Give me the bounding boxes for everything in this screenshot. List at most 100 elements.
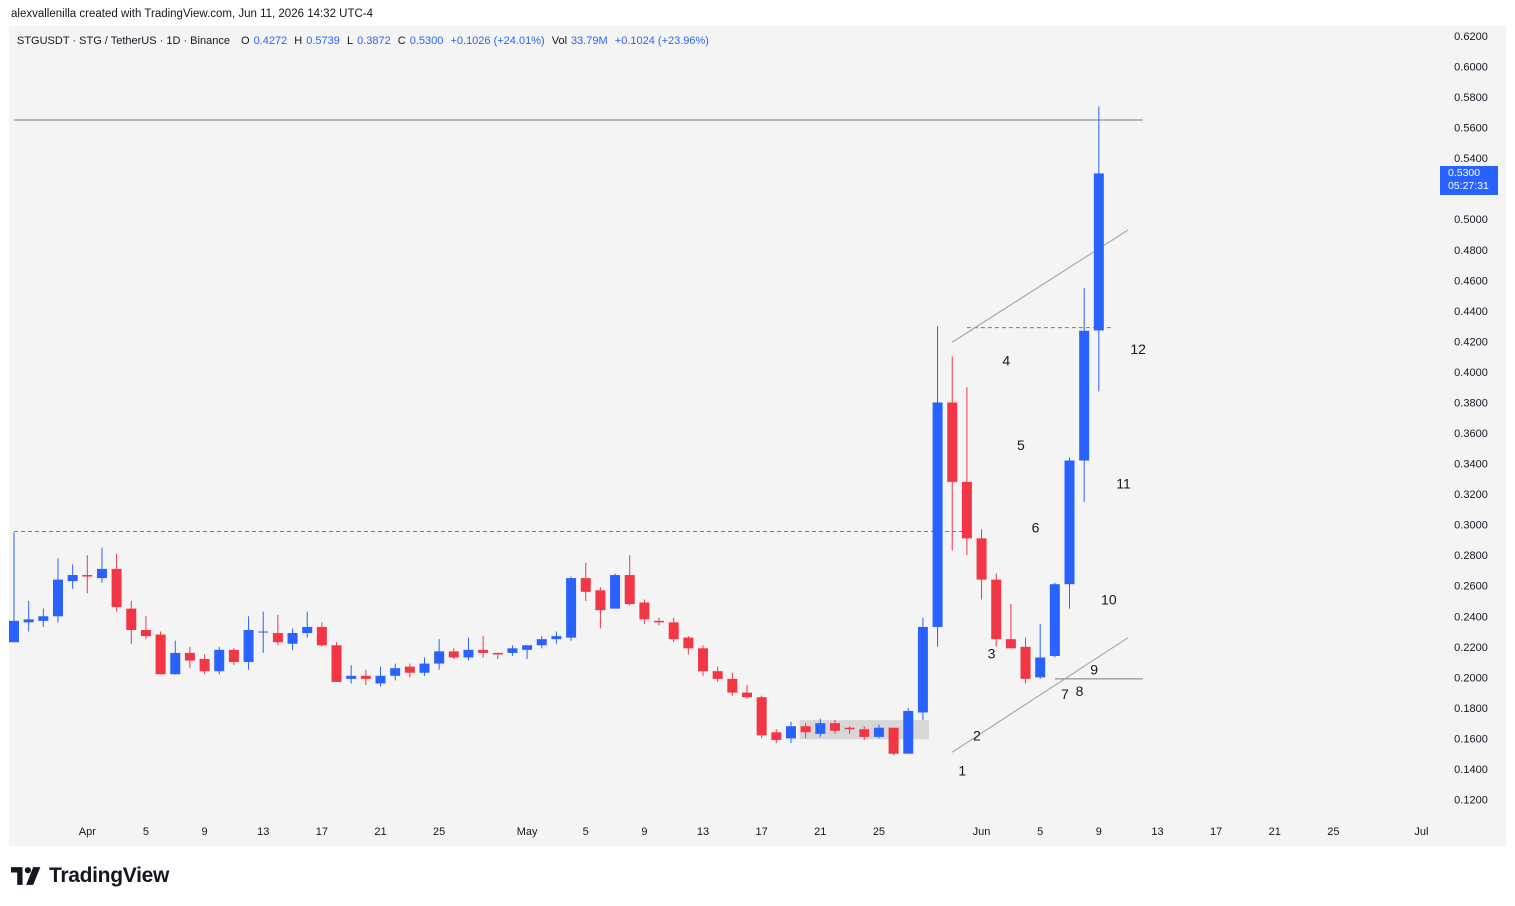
bearish-candle[interactable] (961, 387, 972, 556)
bullish-candle[interactable] (258, 611, 269, 653)
bullish-candle[interactable] (932, 326, 943, 647)
candle-body (170, 652, 181, 675)
bearish-candle[interactable] (859, 726, 870, 740)
bullish-candle[interactable] (566, 576, 577, 641)
bearish-candle[interactable] (184, 646, 195, 669)
candle-body (932, 402, 943, 627)
bullish-candle[interactable] (551, 631, 562, 644)
bullish-candle[interactable] (1049, 582, 1060, 658)
bullish-candle[interactable] (214, 646, 225, 675)
bearish-candle[interactable] (639, 599, 650, 624)
chart-area[interactable]: 1 2 3 4 5 6 7 8 9 10 11 12 0.6200 0.6000 0.5800 0.5600… (9, 26, 1506, 846)
bearish-candle[interactable] (82, 555, 93, 594)
bearish-candle[interactable] (624, 555, 635, 606)
bearish-candle[interactable] (360, 669, 371, 685)
candle-body (771, 732, 782, 740)
bullish-candle[interactable] (815, 718, 826, 737)
bullish-candle[interactable] (390, 663, 401, 681)
last-price-value: 0.5300 (1448, 167, 1481, 179)
bullish-candle[interactable] (1093, 106, 1104, 392)
bearish-candle[interactable] (140, 616, 151, 640)
bearish-candle[interactable] (111, 553, 122, 612)
bearish-candle[interactable] (492, 652, 503, 660)
bearish-candle[interactable] (1005, 604, 1016, 649)
bullish-candle[interactable] (375, 666, 386, 687)
bullish-candle[interactable] (96, 547, 107, 583)
bullish-candle[interactable] (23, 600, 34, 632)
bullish-candle[interactable] (1035, 623, 1046, 679)
bearish-candle[interactable] (155, 631, 166, 675)
bullish-candle[interactable] (38, 608, 49, 627)
bearish-candle[interactable] (272, 614, 283, 646)
bearish-candle[interactable] (698, 645, 709, 676)
bearish-candle[interactable] (712, 666, 723, 682)
bullish-candle[interactable] (536, 636, 547, 649)
candle-body (1035, 657, 1046, 678)
bearish-candle[interactable] (756, 695, 767, 739)
tradingview-logo[interactable]: TradingView (11, 864, 169, 888)
bullish-candle[interactable] (1079, 287, 1090, 502)
candle-body (272, 633, 283, 643)
bullish-candle[interactable] (434, 639, 445, 670)
symbol-legend[interactable]: STGUSDT · STG / TetherUS · 1D · Binance … (17, 35, 713, 47)
bearish-candle[interactable] (126, 600, 137, 644)
bullish-candle[interactable] (903, 707, 914, 754)
bullish-candle[interactable] (463, 637, 474, 661)
bearish-candle[interactable] (888, 727, 899, 756)
bearish-candle[interactable] (742, 684, 752, 699)
x-axis-tick-label: Jun (973, 826, 991, 838)
bullish-candle[interactable] (917, 617, 928, 721)
bearish-candle[interactable] (800, 723, 811, 739)
trend-line[interactable] (951, 637, 1129, 753)
candle-body (756, 697, 767, 736)
candle-body (287, 633, 298, 644)
bearish-candle[interactable] (991, 573, 1002, 647)
x-axis-tick-label: 13 (257, 826, 269, 838)
bearish-candle[interactable] (580, 562, 591, 601)
bearish-candle[interactable] (404, 663, 415, 678)
bearish-candle[interactable] (829, 720, 840, 734)
bearish-candle[interactable] (771, 729, 782, 744)
bullish-candle[interactable] (610, 573, 621, 609)
bearish-candle[interactable] (844, 726, 855, 734)
candle-body (243, 630, 254, 663)
bullish-candle[interactable] (9, 532, 19, 643)
bullish-candle[interactable] (785, 721, 796, 744)
bullish-candle[interactable] (302, 611, 313, 638)
symbol-title[interactable]: STGUSDT · STG / TetherUS · 1D · Binance (17, 35, 230, 47)
bearish-candle[interactable] (316, 622, 327, 647)
bearish-candle[interactable] (976, 529, 987, 600)
bullish-candle[interactable] (873, 724, 884, 739)
bearish-candle[interactable] (1020, 637, 1031, 684)
bullish-candle[interactable] (287, 628, 298, 650)
bearish-candle[interactable] (199, 654, 210, 675)
bearish-candle[interactable] (478, 636, 489, 658)
x-axis-tick-label: May (517, 826, 538, 838)
candle-body (507, 648, 518, 653)
bearish-candle[interactable] (668, 617, 679, 643)
bearish-candle[interactable] (331, 642, 342, 682)
bearish-candle[interactable] (683, 636, 694, 655)
low-label: L (346, 35, 354, 47)
bullish-candle[interactable] (1064, 457, 1075, 609)
low-value: 0.3872 (357, 35, 391, 47)
bullish-candle[interactable] (346, 665, 357, 684)
bullish-candle[interactable] (507, 645, 518, 656)
bullish-candle[interactable] (243, 616, 254, 670)
y-axis-tick-label: 0.1600 (1454, 733, 1488, 745)
bearish-candle[interactable] (448, 648, 459, 660)
candle-body (316, 626, 327, 646)
bullish-candle[interactable] (522, 645, 533, 660)
candle-body (302, 626, 313, 634)
bullish-candle[interactable] (419, 657, 430, 676)
wave-count-label: 2 (973, 727, 981, 743)
bearish-candle[interactable] (654, 617, 665, 626)
bearish-candle[interactable] (228, 648, 239, 666)
bearish-candle[interactable] (947, 356, 958, 551)
bullish-candle[interactable] (67, 564, 78, 589)
bearish-candle[interactable] (595, 587, 606, 629)
bearish-candle[interactable] (727, 672, 738, 696)
bullish-candle[interactable] (52, 558, 63, 623)
bullish-candle[interactable] (170, 640, 181, 675)
